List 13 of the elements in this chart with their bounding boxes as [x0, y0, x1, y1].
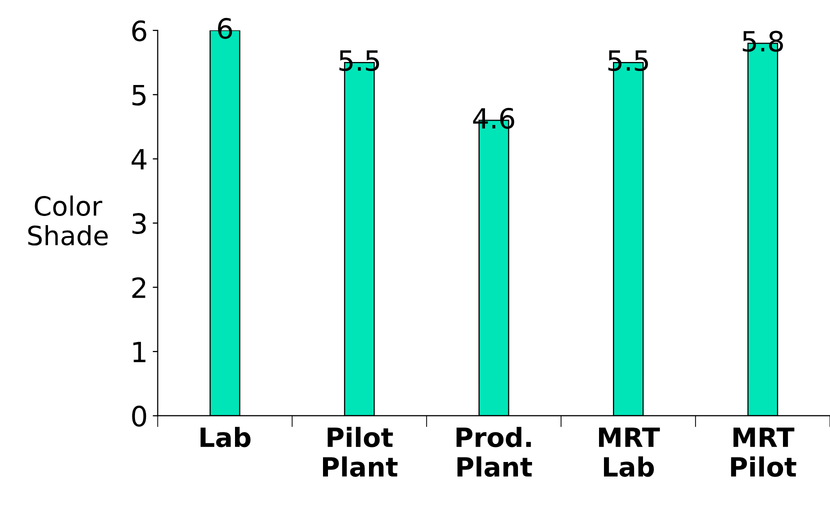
x-tick-label: Pilot Plant	[323, 426, 398, 477]
y-tick-label: 4	[132, 149, 146, 170]
x-tick-label: Lab	[200, 426, 250, 448]
y-tick-label: 2	[132, 277, 146, 298]
y-tick-label: 1	[133, 342, 146, 362]
x-tick-label: MRT Lab	[599, 428, 660, 477]
y-axis-title: Color Shade	[28, 196, 108, 246]
x-tick-label: Prod. Plant	[456, 426, 532, 477]
x-tick-label: MRT Pilot	[731, 428, 796, 477]
y-tick-label: 3	[132, 213, 146, 234]
y-tick-label: 0	[132, 406, 146, 427]
y-tick-label: 6	[132, 20, 146, 42]
y-tick-label: 5	[132, 84, 146, 106]
